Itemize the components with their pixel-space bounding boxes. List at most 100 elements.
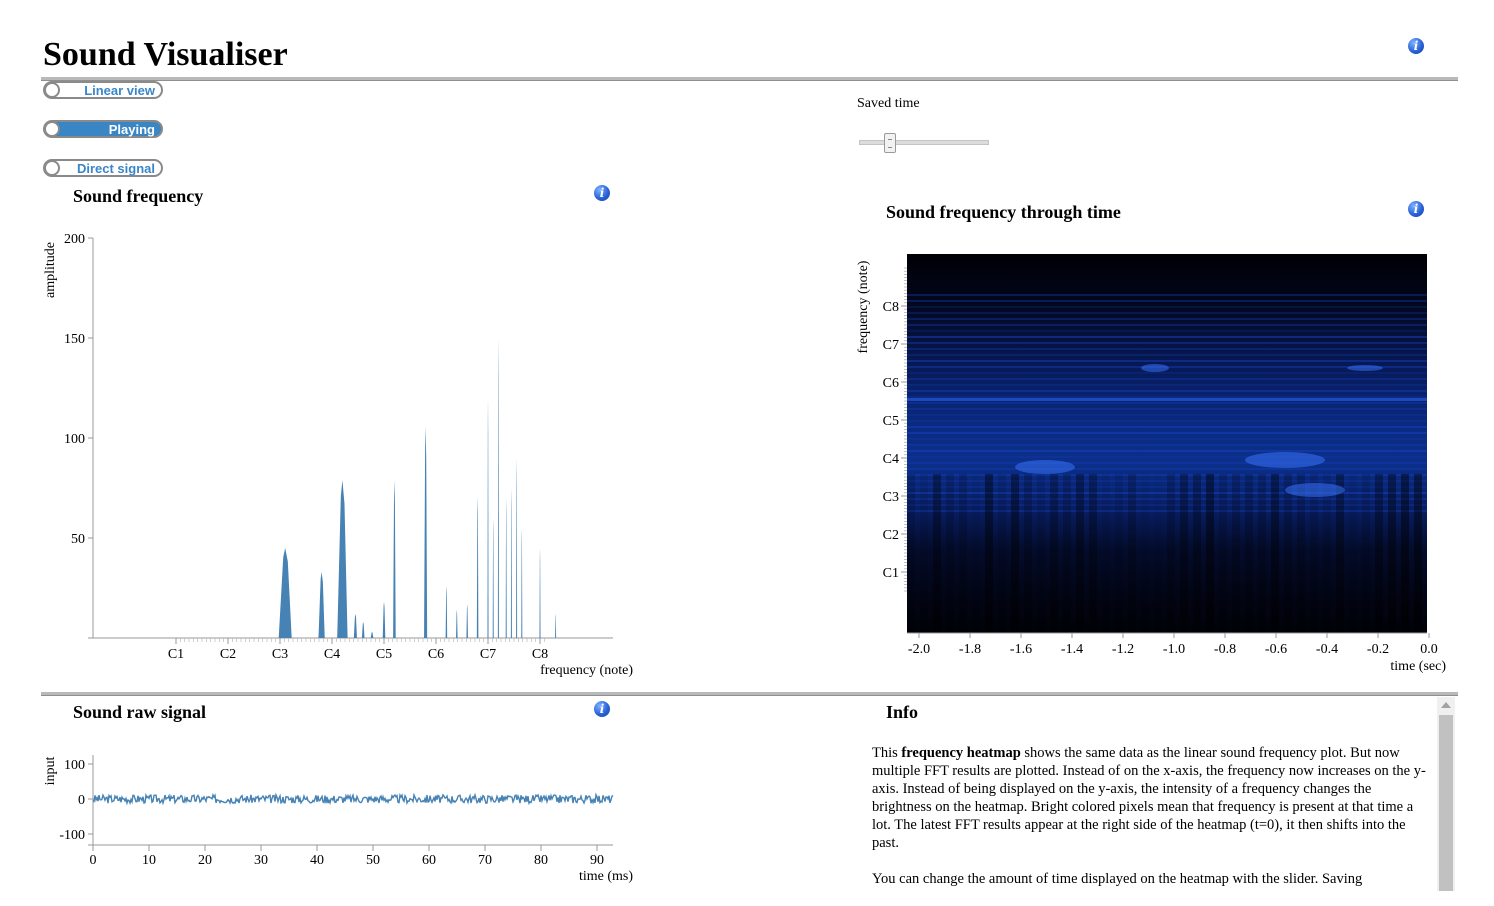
linear-view-toggle[interactable]: Linear view <box>43 81 163 99</box>
frequency-panel-title: Sound frequency <box>73 186 204 206</box>
x-tick-label: 80 <box>534 853 548 868</box>
heatmap-streak <box>920 474 928 633</box>
x-tick-label: C6 <box>428 647 444 662</box>
x-tick-label: C2 <box>220 647 236 662</box>
x-tick-label: 10 <box>142 853 156 868</box>
frequency-peak <box>393 480 396 638</box>
heatmap-band <box>907 462 1427 464</box>
heatmap-band <box>907 510 1427 512</box>
y-axis-label: input <box>43 757 58 786</box>
info-paragraph: You can change the amount of time displa… <box>872 871 1363 887</box>
heatmap-streak <box>1245 474 1253 633</box>
x-tick-label: C8 <box>532 647 548 662</box>
heatmap-band <box>907 360 1427 362</box>
heatmap-band <box>907 398 1427 401</box>
heatmap-streak <box>1336 474 1344 633</box>
heatmap-streak <box>985 474 993 633</box>
info-paragraph: This frequency heatmap shows the same da… <box>872 745 1426 851</box>
heatmap-band <box>907 300 1427 302</box>
frequency-peak <box>361 622 365 638</box>
heatmap-band <box>907 294 1427 296</box>
scrollbar-thumb[interactable] <box>1439 715 1453 891</box>
y-axis-label: amplitude <box>43 242 58 298</box>
heatmap-band <box>907 372 1427 374</box>
frequency-peak <box>555 614 557 638</box>
y-tick-label: 150 <box>64 332 85 347</box>
x-tick-label: -0.6 <box>1265 642 1287 657</box>
frequency-peak <box>318 572 325 638</box>
heatmap-band <box>907 306 1427 308</box>
x-tick-label: 30 <box>254 853 268 868</box>
toggle-label: Playing <box>108 122 155 137</box>
y-tick-label: C8 <box>883 300 899 315</box>
heatmap-band <box>907 402 1427 404</box>
frequency-peak <box>497 338 499 638</box>
heatmap-streak <box>1323 474 1331 633</box>
y-tick-label: 200 <box>64 232 85 247</box>
heatmap-band <box>907 426 1427 428</box>
frequency-peak <box>424 426 428 638</box>
heatmap-band <box>907 318 1427 320</box>
saved-time-slider-handle[interactable] <box>884 133 896 153</box>
heatmap-streak <box>1388 474 1396 633</box>
heatmap-band <box>907 450 1427 452</box>
header-divider <box>41 77 1458 81</box>
scroll-up-icon[interactable] <box>1441 702 1451 708</box>
x-tick-label: -1.2 <box>1112 642 1134 657</box>
y-tick-label: C1 <box>883 566 899 581</box>
heatmap-band <box>907 492 1427 494</box>
section-divider <box>41 692 1458 696</box>
frequency-peak <box>516 458 518 638</box>
heatmap-streak <box>946 474 954 633</box>
y-tick-label: C5 <box>883 414 899 429</box>
heatmap-streak <box>1037 474 1045 633</box>
info-scrollbar[interactable] <box>1437 697 1455 891</box>
info-icon[interactable]: i <box>594 701 610 717</box>
heatmap-streak <box>998 474 1006 633</box>
x-tick-label: C5 <box>376 647 392 662</box>
signal-line <box>92 792 614 806</box>
heatmap-band <box>907 324 1427 326</box>
x-tick-label: -0.4 <box>1316 642 1338 657</box>
frequency-peak <box>353 614 357 638</box>
heatmap-band <box>907 348 1427 350</box>
heatmap-band <box>907 336 1427 338</box>
x-tick-label: 0 <box>90 853 97 868</box>
playing-toggle[interactable]: Playing <box>43 120 163 138</box>
info-icon[interactable]: i <box>1408 201 1424 217</box>
y-tick-label: 100 <box>64 758 85 773</box>
heatmap-band <box>907 468 1427 470</box>
y-tick-label: C4 <box>883 452 899 467</box>
y-tick-label: C7 <box>883 338 899 353</box>
x-tick-label: 70 <box>478 853 492 868</box>
frequency-peak <box>505 498 507 638</box>
heatmap-blob <box>1347 365 1383 371</box>
x-tick-label: -1.6 <box>1010 642 1032 657</box>
direct-signal-toggle[interactable]: Direct signal <box>43 159 163 177</box>
y-tick-label: 100 <box>64 432 85 447</box>
heatmap-band <box>907 480 1427 482</box>
frequency-peak <box>456 610 458 638</box>
x-tick-label: -2.0 <box>908 642 930 657</box>
saved-time-slider-track[interactable] <box>859 140 989 145</box>
heatmap-band <box>907 456 1427 458</box>
y-tick-label: 50 <box>71 532 85 547</box>
info-icon[interactable]: i <box>1408 38 1424 54</box>
frequency-peak <box>466 604 468 638</box>
toggle-knob <box>44 160 60 176</box>
info-icon[interactable]: i <box>594 185 610 201</box>
frequency-peak <box>492 518 494 638</box>
x-tick-label: -0.2 <box>1367 642 1389 657</box>
heatmap-band <box>907 378 1427 380</box>
info-text: This frequency heatmap shows the same da… <box>872 744 1428 906</box>
heatmap-streak <box>1375 474 1383 633</box>
heatmap-chart: C1 C2 C3 C4 C5 C6 C7 C8 -2.0 -1.8 -1.6 -1.4 -1.2 -1.0… <box>856 254 1446 674</box>
heatmap-streak <box>1414 474 1422 633</box>
heatmap-streak <box>1362 474 1370 633</box>
heatmap-streak <box>1128 474 1136 633</box>
heatmap-band <box>907 444 1427 446</box>
toggle-label: Linear view <box>84 83 155 98</box>
heatmap-streak <box>1232 474 1240 633</box>
